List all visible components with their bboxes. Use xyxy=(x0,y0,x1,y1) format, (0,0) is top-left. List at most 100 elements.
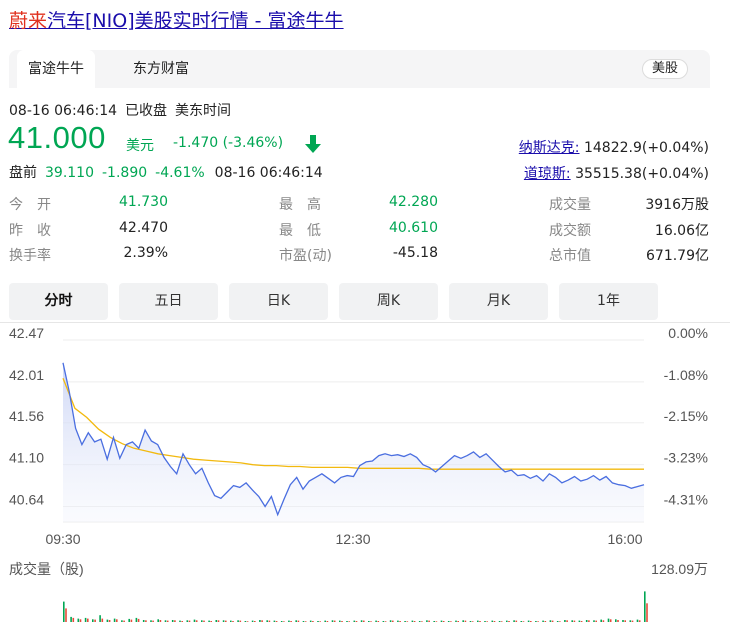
stat-label: 今 开 xyxy=(9,197,51,213)
index-nasdaq-value: 14822.9(+0.04%) xyxy=(583,140,709,156)
tab-eastmoney[interactable]: 东方财富 xyxy=(133,61,189,77)
volume-bar-down xyxy=(254,621,256,622)
volume-bar-down xyxy=(326,621,329,622)
quote-timeline: 08-16 06:46:14 已收盘 美东时间 xyxy=(9,100,239,120)
premarket-label: 盘前 xyxy=(9,165,37,181)
volume-bar-up xyxy=(193,619,196,622)
volume-bar-up xyxy=(542,620,544,622)
volume-bar-down xyxy=(246,621,249,622)
volume-bar-up xyxy=(142,620,145,622)
volume-bar-up xyxy=(150,620,152,622)
volume-bar-down xyxy=(79,619,82,622)
price-unit: 美元 xyxy=(126,138,154,154)
volume-bar-down xyxy=(217,620,220,622)
volume-bar-up xyxy=(70,616,72,622)
tab-monthly-k[interactable]: 月K xyxy=(449,283,548,320)
volume-bar-up xyxy=(535,621,537,622)
y-tick-left: 42.01 xyxy=(9,367,44,383)
index-dow-link[interactable]: 道琼斯: xyxy=(523,166,571,182)
average-price-line xyxy=(62,377,644,470)
tab-1year[interactable]: 1年 xyxy=(559,283,658,320)
intraday-chart[interactable]: 42.47 42.01 41.56 41.10 40.64 0.00% -1.08% -2.… xyxy=(0,322,730,634)
volume-bar-up xyxy=(135,617,138,622)
volume-bar-down xyxy=(631,620,634,622)
volume-bar-down xyxy=(145,620,147,622)
volume-bar-down xyxy=(261,620,263,622)
tab-intraday[interactable]: 分时 xyxy=(9,283,108,320)
volume-bar-up xyxy=(462,620,464,622)
x-tick-label: 12:30 xyxy=(335,531,370,547)
volume-bar-down xyxy=(348,621,350,622)
volume-bar-down xyxy=(530,621,532,622)
volume-bar-up xyxy=(426,620,428,622)
volume-bar-down xyxy=(428,620,430,622)
volume-bar-up xyxy=(353,620,356,622)
volume-bar-up xyxy=(593,620,595,622)
y-axis-left: 42.47 42.01 41.56 41.10 40.64 xyxy=(9,325,44,508)
volume-bar-up xyxy=(309,620,312,622)
index-nasdaq-link[interactable]: 纳斯达克: xyxy=(518,140,580,156)
tab-5day[interactable]: 五日 xyxy=(119,283,218,320)
volume-bar-up xyxy=(171,620,174,622)
volume-bar-down xyxy=(435,621,438,622)
volume-bar-down xyxy=(399,621,401,622)
volume-bar-up xyxy=(128,618,130,622)
tab-daily-k[interactable]: 日K xyxy=(229,283,328,320)
quote-datetime: 08-16 06:46:14 xyxy=(9,103,118,119)
stat-label: 换手率 xyxy=(9,248,51,264)
tab-futu[interactable]: 富途牛牛 xyxy=(17,50,95,88)
volume-bar-up xyxy=(433,621,435,622)
volume-bar-down xyxy=(283,621,285,622)
stat-value: 40.610 xyxy=(389,219,438,236)
volume-bar-up xyxy=(339,620,341,622)
volume-bar-down xyxy=(225,620,227,622)
index-nasdaq: 纳斯达克: 14822.9(+0.04%) xyxy=(519,137,709,157)
volume-bar-down xyxy=(515,620,518,622)
tab-weekly-k[interactable]: 周K xyxy=(339,283,438,320)
stat-value: 671.79亿 xyxy=(646,248,709,264)
market-badge: 美股 xyxy=(641,59,688,79)
volume-bar-down xyxy=(486,621,488,622)
stat-value: 16.06亿 xyxy=(654,222,709,239)
x-tick-label: 16:00 xyxy=(607,531,642,547)
stat-label: 成交额 xyxy=(549,222,591,239)
price-area-fill xyxy=(63,362,644,522)
volume-bar-down xyxy=(72,617,75,622)
volume-bar-up xyxy=(302,621,305,622)
volume-bar-down xyxy=(195,620,198,622)
volume-bar-up xyxy=(622,620,624,622)
volume-bar-down xyxy=(522,621,525,622)
volume-bar-up xyxy=(273,620,276,622)
volume-bar-up xyxy=(63,601,65,622)
timezone-label: 美东时间 xyxy=(175,103,232,119)
volume-bar-down xyxy=(413,621,416,622)
volume-bar-up xyxy=(208,620,210,622)
volume-bar-down xyxy=(544,621,547,622)
volume-bar-down xyxy=(290,621,292,622)
volume-bar-up xyxy=(469,621,472,622)
volume-bar-down xyxy=(319,621,321,622)
volume-bar-up xyxy=(498,621,501,622)
stat-label: 最 高 xyxy=(279,197,321,213)
volume-bar-down xyxy=(493,621,496,622)
volume-bar-down xyxy=(580,621,583,622)
volume-bar-up xyxy=(578,620,581,622)
volume-bar-up xyxy=(113,618,116,622)
volume-bar-up xyxy=(440,620,443,622)
current-price: 41.000 xyxy=(8,120,106,155)
volume-bar-up xyxy=(629,620,632,622)
stat-label: 总市值 xyxy=(549,248,591,264)
volume-bar-up xyxy=(477,620,479,622)
page-title[interactable]: 蔚来汽车[NIO]美股实时行情 - 富途牛牛 xyxy=(9,6,344,36)
volume-max-label: 128.09万 xyxy=(651,561,708,577)
volume-bar-down xyxy=(537,621,539,622)
volume-bar-up xyxy=(121,620,123,622)
y-tick-left: 41.56 xyxy=(9,408,44,424)
volume-bar-up xyxy=(84,617,87,622)
volume-bar-up xyxy=(636,619,639,622)
volume-bar-down xyxy=(166,620,169,622)
stat-label: 成交量 xyxy=(549,197,591,213)
volume-bar-up xyxy=(520,621,523,622)
volume-bar-down xyxy=(355,621,358,622)
volume-bar-down xyxy=(624,620,626,622)
